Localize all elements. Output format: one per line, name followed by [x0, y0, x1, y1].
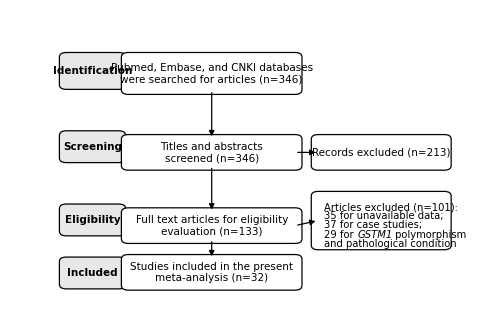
Text: 37 for case studies;: 37 for case studies; — [324, 220, 422, 231]
Text: Full text articles for eligibility
evaluation (n=133): Full text articles for eligibility evalu… — [136, 215, 288, 236]
FancyBboxPatch shape — [60, 52, 126, 89]
Text: GSTM1: GSTM1 — [357, 230, 392, 239]
Text: Records excluded (n=213): Records excluded (n=213) — [312, 147, 450, 157]
Text: and pathological condition: and pathological condition — [324, 239, 457, 249]
Text: polymorphism: polymorphism — [392, 230, 466, 239]
Text: 29 for: 29 for — [324, 230, 357, 239]
Text: Eligibility: Eligibility — [64, 215, 120, 225]
Text: Articles excluded (n=101):: Articles excluded (n=101): — [324, 202, 458, 212]
Text: 35 for unavailable data;: 35 for unavailable data; — [324, 211, 444, 221]
FancyBboxPatch shape — [60, 131, 126, 163]
Text: Pubmed, Embase, and CNKI databases
were searched for articles (n=346): Pubmed, Embase, and CNKI databases were … — [110, 63, 313, 84]
FancyBboxPatch shape — [60, 257, 126, 289]
FancyBboxPatch shape — [122, 52, 302, 94]
FancyBboxPatch shape — [312, 134, 451, 170]
FancyBboxPatch shape — [312, 192, 451, 250]
Text: Included: Included — [67, 268, 118, 278]
Text: Titles and abstracts
screened (n=346): Titles and abstracts screened (n=346) — [160, 142, 263, 163]
Text: Studies included in the present
meta-analysis (n=32): Studies included in the present meta-ana… — [130, 261, 293, 283]
FancyBboxPatch shape — [122, 208, 302, 243]
Text: Identification: Identification — [53, 66, 132, 76]
Text: Screening: Screening — [63, 142, 122, 152]
FancyBboxPatch shape — [122, 134, 302, 170]
FancyBboxPatch shape — [122, 255, 302, 290]
FancyBboxPatch shape — [60, 204, 126, 236]
